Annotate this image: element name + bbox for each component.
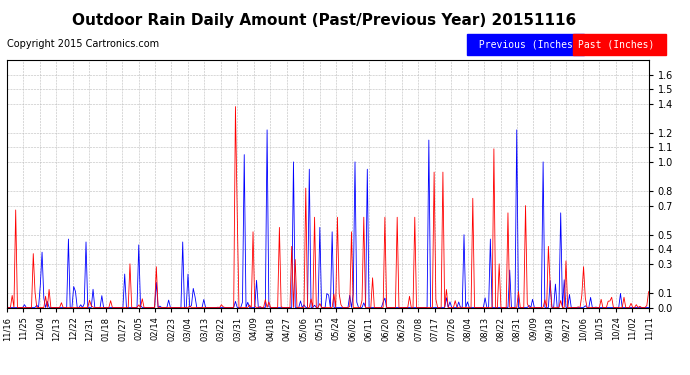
Text: Copyright 2015 Cartronics.com: Copyright 2015 Cartronics.com [7, 39, 159, 50]
Text: Past (Inches): Past (Inches) [578, 39, 660, 50]
Text: Previous (Inches): Previous (Inches) [473, 39, 578, 50]
Text: Outdoor Rain Daily Amount (Past/Previous Year) 20151116: Outdoor Rain Daily Amount (Past/Previous… [72, 13, 576, 28]
